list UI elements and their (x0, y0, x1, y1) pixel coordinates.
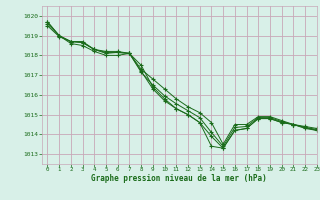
X-axis label: Graphe pression niveau de la mer (hPa): Graphe pression niveau de la mer (hPa) (91, 174, 267, 183)
